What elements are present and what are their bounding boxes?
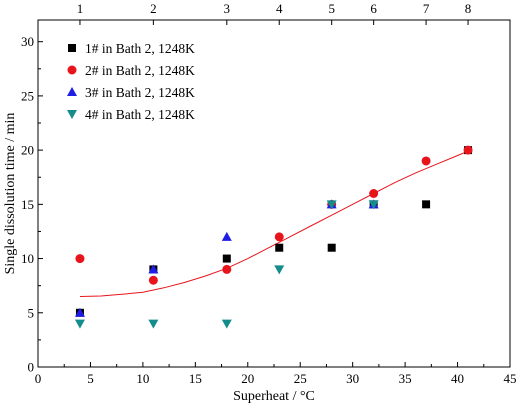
top-tick-label: 3 — [224, 1, 231, 16]
data-point-series-2 — [274, 232, 284, 242]
data-point-series-2 — [369, 189, 379, 198]
x-tick-label: 35 — [399, 371, 412, 386]
fit-curve-layer — [79, 150, 469, 297]
data-point-series-4 — [274, 265, 285, 275]
legend-marker-3 — [67, 87, 77, 96]
data-point-series-2 — [75, 254, 85, 264]
x-tick-label: 30 — [346, 371, 359, 386]
data-point-series-4 — [221, 319, 232, 329]
legend-label-2: 2# in Bath 2, 1248K — [85, 63, 195, 78]
data-point-series-4 — [74, 319, 85, 329]
x-tick-label: 15 — [189, 371, 202, 386]
data-point-series-1 — [422, 200, 431, 209]
x-tick-label: 0 — [35, 371, 42, 386]
y-tick-label: 20 — [21, 143, 34, 158]
legend-label-1: 1# in Bath 2, 1248K — [85, 41, 195, 56]
legend-marker-2 — [67, 65, 77, 75]
y-tick-label: 10 — [21, 251, 34, 266]
y-tick-label: 0 — [28, 360, 35, 375]
fit-curve — [79, 150, 469, 297]
y-axis: 0 5 10 15 20 25 30 — [21, 34, 43, 375]
top-tick-label: 2 — [150, 1, 157, 16]
data-point-series-2 — [463, 145, 473, 155]
x-tick-label: 45 — [504, 371, 517, 386]
top-axis: 1 2 3 4 5 6 7 8 — [77, 1, 472, 25]
x-tick-label: 20 — [241, 371, 254, 386]
top-tick-label: 7 — [423, 1, 430, 16]
data-point-series-3 — [148, 264, 159, 274]
x-tick-label: 25 — [294, 371, 307, 386]
x-axis: 0 5 10 15 20 25 30 35 40 45 — [35, 362, 517, 386]
data-point-series-4 — [148, 319, 159, 329]
top-tick-label: 8 — [465, 1, 472, 16]
data-point-series-4 — [368, 200, 379, 210]
legend-label-4: 4# in Bath 2, 1248K — [85, 107, 195, 122]
data-point-series-3 — [74, 307, 85, 317]
top-tick-label: 1 — [77, 1, 84, 16]
data-points-layer — [74, 145, 473, 329]
x-tick-label: 10 — [136, 371, 149, 386]
y-tick-label: 5 — [28, 305, 35, 320]
y-tick-label: 25 — [21, 88, 34, 103]
y-tick-label: 30 — [21, 34, 34, 49]
x-tick-label: 5 — [87, 371, 94, 386]
data-point-series-3 — [221, 231, 232, 241]
data-point-series-2 — [222, 264, 232, 274]
top-tick-label: 5 — [328, 1, 335, 16]
data-point-series-2 — [421, 156, 431, 166]
top-tick-label: 4 — [276, 1, 283, 16]
data-point-series-4 — [326, 200, 337, 210]
data-point-series-1 — [327, 243, 336, 252]
top-tick-label: 6 — [370, 1, 377, 16]
x-axis-label: Superheat / °C — [233, 389, 315, 404]
legend-label-3: 3# in Bath 2, 1248K — [85, 85, 195, 100]
legend: 1# in Bath 2, 1248K 2# in Bath 2, 1248K 3#… — [67, 41, 195, 122]
legend-marker-4 — [67, 110, 77, 119]
legend-marker-1 — [68, 44, 76, 52]
x-tick-label: 40 — [451, 371, 464, 386]
data-point-series-1 — [222, 254, 231, 263]
y-tick-label: 15 — [21, 197, 34, 212]
data-point-series-1 — [275, 243, 284, 252]
data-point-series-2 — [148, 275, 158, 285]
y-axis-label: Single dissolution time / min — [3, 113, 18, 275]
